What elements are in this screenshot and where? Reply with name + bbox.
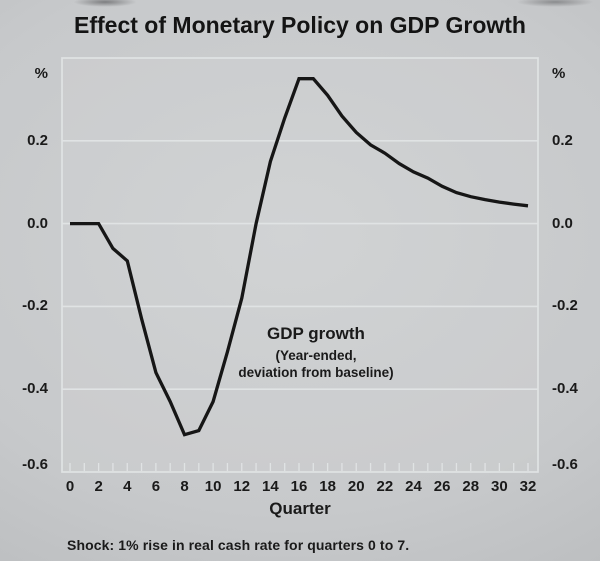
x-tick-label: 10 xyxy=(204,478,222,495)
y-tick-label-right: -0.4 xyxy=(552,380,578,398)
x-tick-label: 12 xyxy=(233,478,251,495)
x-tick-label: 16 xyxy=(290,478,308,495)
x-axis-title: Quarter xyxy=(269,499,331,518)
x-tick-label: 6 xyxy=(151,478,161,495)
x-tick-label: 0 xyxy=(65,478,75,495)
y-tick-label-right: 0.2 xyxy=(552,131,573,149)
x-tick-label: 8 xyxy=(180,478,189,495)
plot-background xyxy=(62,58,538,472)
x-tick-label: 24 xyxy=(405,478,422,495)
x-tick-label: 28 xyxy=(462,478,480,495)
series-annotation-sub2: deviation from baseline) xyxy=(238,364,394,380)
plot-frame xyxy=(61,57,539,473)
y-tick-label-right: 0.0 xyxy=(552,214,573,232)
y-axis-unit-left: % xyxy=(34,65,48,82)
x-tick-label: 2 xyxy=(94,478,103,495)
x-tick-label: 20 xyxy=(347,478,365,495)
y-tick-label-left: -0.2 xyxy=(22,297,48,315)
series-annotation: GDP growth (Year-ended, deviation from b… xyxy=(216,325,416,379)
x-tick-label: 14 xyxy=(262,478,279,495)
y-axis-unit-right: % xyxy=(552,65,566,82)
chart-title: Effect of Monetary Policy on GDP Growth xyxy=(74,12,526,38)
x-tick-label: 22 xyxy=(376,478,394,495)
footnote: Shock: 1% rise in real cash rate for qua… xyxy=(67,537,410,553)
x-tick-label: 26 xyxy=(433,478,451,495)
x-tick-label: 4 xyxy=(123,478,132,495)
x-tick-label: 30 xyxy=(491,478,508,495)
y-axis-labels-right: % 0.2 0.0 -0.2 -0.4 -0.6 xyxy=(552,0,598,561)
y-tick-label-left: 0.2 xyxy=(27,131,48,149)
x-axis-labels: 0 2 4 6 8 10 12 14 16 18 20 22 24 26 28 30 32 xyxy=(0,478,600,498)
y-tick-label-right: -0.6 xyxy=(552,456,578,473)
y-tick-label-right: -0.2 xyxy=(552,297,578,315)
x-tick-label: 32 xyxy=(519,478,537,495)
x-tick-label: 18 xyxy=(319,478,336,495)
y-tick-label-left: -0.4 xyxy=(22,380,48,398)
gdp-growth-line xyxy=(70,77,529,437)
y-axis-labels-left: % 0.2 0.0 -0.2 -0.4 -0.6 xyxy=(0,0,48,561)
series-annotation-title: GDP growth xyxy=(267,324,365,343)
series-annotation-sub1: (Year-ended, xyxy=(275,348,357,363)
y-tick-label-left: -0.6 xyxy=(22,456,48,473)
y-tick-label-left: 0.0 xyxy=(27,214,48,232)
